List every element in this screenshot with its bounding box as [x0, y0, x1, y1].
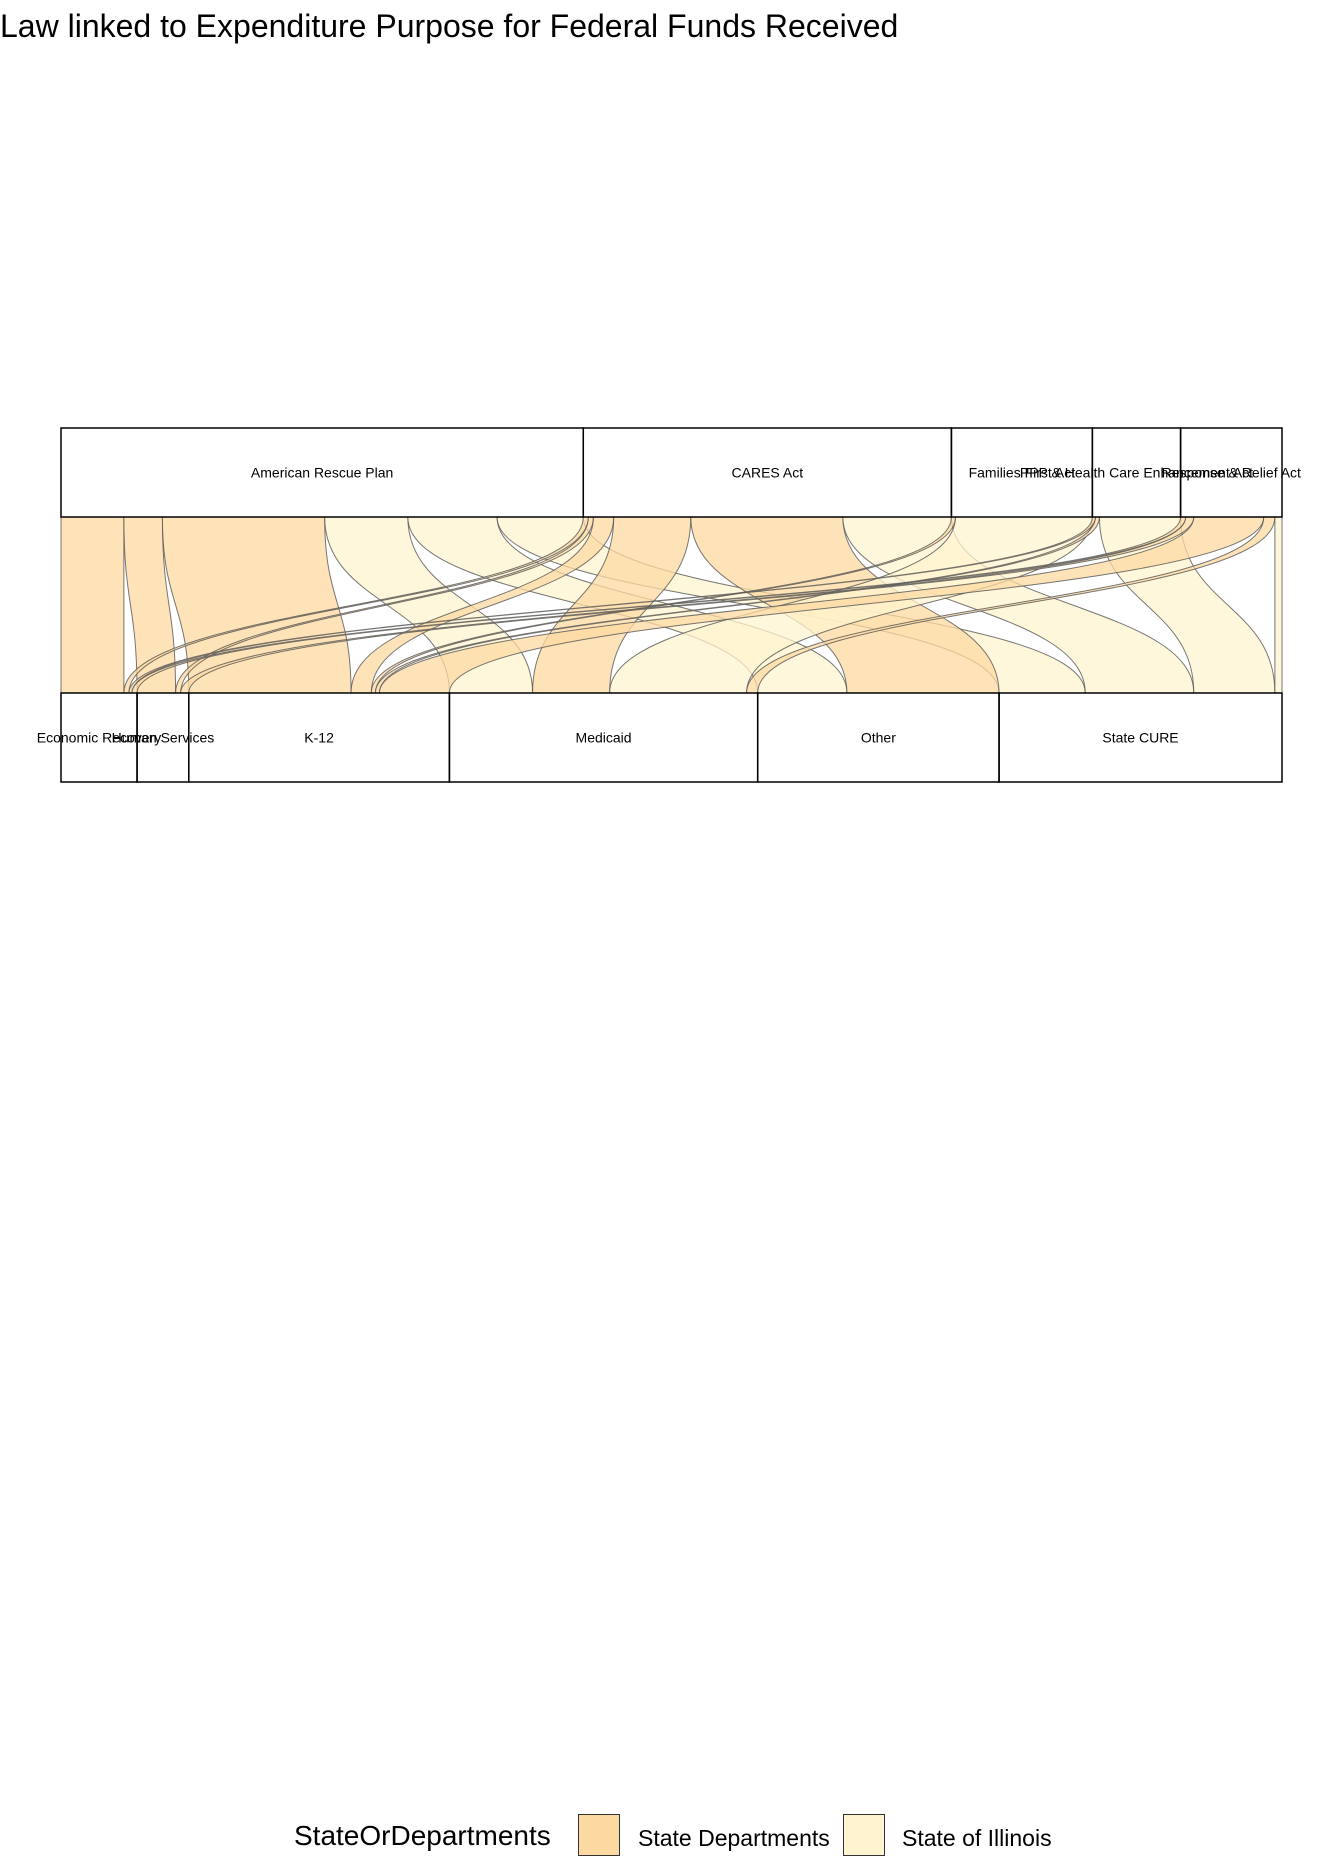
legend-label-state-of-illinois: State of Illinois	[902, 1825, 1052, 1851]
strata-layer	[60, 427, 1283, 783]
legend-key-state-departments	[578, 1814, 620, 1856]
law-label-ppp-health-care-enhancement-act: PPP & Health Care Enhancement Act	[1020, 465, 1253, 481]
law-label-cares-act: CARES Act	[732, 465, 804, 481]
law-label-american-rescue-plan: American Rescue Plan	[251, 465, 393, 481]
purpose-label-medicaid: Medicaid	[576, 730, 632, 746]
purpose-label-state-cure: State CURE	[1102, 730, 1178, 746]
purpose-label-human-services: Human Services	[112, 730, 215, 746]
legend-title: StateOrDepartments	[294, 1820, 551, 1851]
legend: StateOrDepartments State Departments Sta…	[0, 900, 1344, 1856]
label-layer: American Rescue Plan CARES Act Families Fi…	[37, 465, 1301, 746]
purpose-label-k-12: K-12	[304, 730, 334, 746]
flow-american-rescue-plan-to-economic-recovery	[60, 516, 125, 694]
law-label-families-first-act: Families First Act	[969, 465, 1076, 481]
legend-label-state-departments: State Departments	[638, 1825, 830, 1851]
purpose-stratum-state-cure	[998, 692, 1283, 783]
flow-layer	[60, 516, 1283, 694]
purpose-label-other: Other	[861, 730, 896, 746]
chart-title: Law linked to Expenditure Purpose for Fe…	[0, 8, 899, 44]
legend-key-state-of-illinois	[843, 1814, 885, 1856]
flow-response-relief-act-to-state-cure	[1274, 516, 1283, 694]
purpose-label-economic-recovery: Economic Recovery	[37, 730, 162, 746]
alluvial-chart: American Rescue Plan CARES Act Families Fi…	[37, 427, 1301, 783]
law-stratum-response-relief-act	[1179, 427, 1283, 518]
law-label-response-relief-act: Response & Relief Act	[1162, 465, 1301, 481]
